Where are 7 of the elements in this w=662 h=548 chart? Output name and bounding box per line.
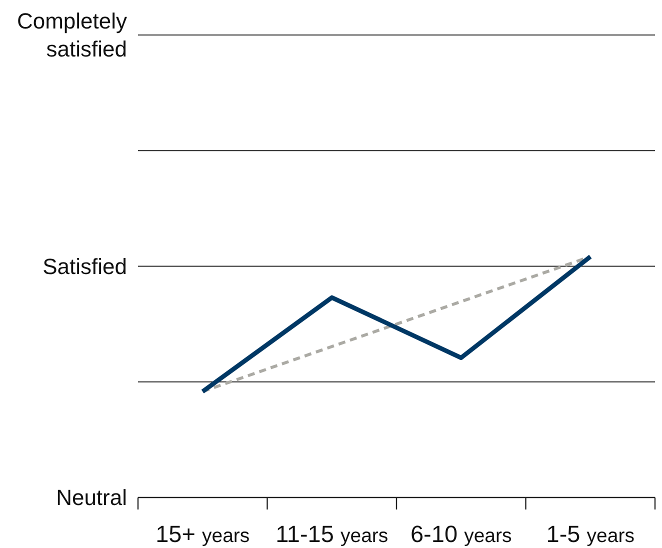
text: Neutral bbox=[56, 485, 127, 510]
x-tick-label: 6-10 years bbox=[410, 521, 512, 547]
x-tick-label: 1-5 years bbox=[546, 521, 635, 547]
x-tick-label: 11-15 years bbox=[276, 521, 388, 547]
ref-line-label: Completely satisfied bbox=[16, 8, 127, 62]
x-tick-label: 15+ years bbox=[156, 521, 250, 547]
ref-line-label: Satisfied bbox=[42, 254, 127, 279]
